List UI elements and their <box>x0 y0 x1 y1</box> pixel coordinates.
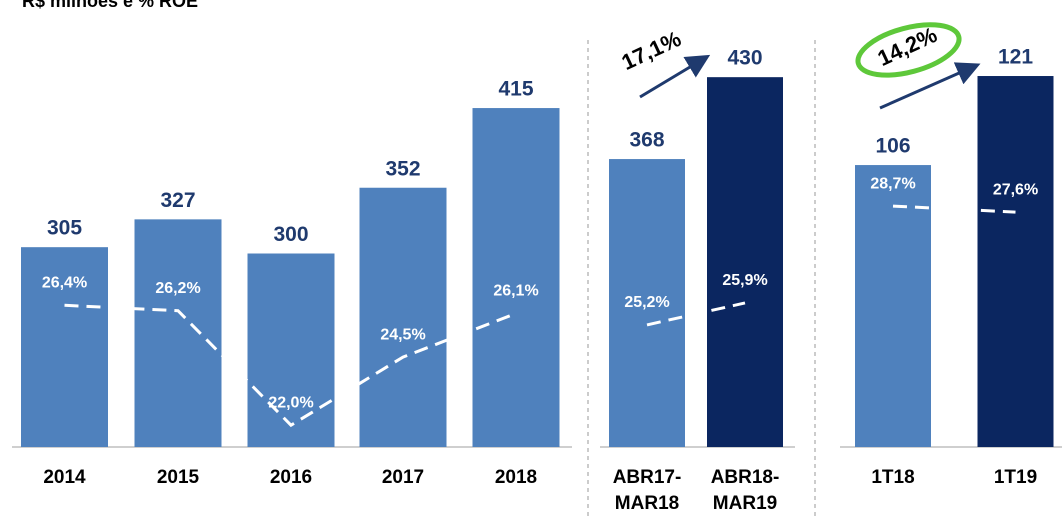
value-label: 327 <box>160 189 195 212</box>
value-label: 300 <box>273 223 308 246</box>
roe-label: 28,7% <box>870 175 915 192</box>
x-tick-label: 1T19 <box>993 467 1038 488</box>
bar <box>855 165 931 447</box>
growth-annotation: 17,1% <box>618 26 685 75</box>
bar <box>977 76 1054 448</box>
bar <box>134 219 222 447</box>
bar <box>609 159 685 447</box>
arrow <box>879 62 981 110</box>
value-label: 121 <box>998 46 1033 69</box>
roe-label: 26,4% <box>42 275 87 292</box>
roe-label: 25,9% <box>722 272 767 289</box>
x-tick-label: 2014 <box>43 467 86 488</box>
arrow <box>639 54 711 99</box>
x-tick-label: ABR18-MAR19 <box>710 467 780 514</box>
roe-label: 27,6% <box>993 181 1038 198</box>
chart-title: R$ milhões e % ROE <box>22 0 198 11</box>
value-label: 106 <box>875 135 910 158</box>
x-tick-label: 1T18 <box>871 467 915 488</box>
value-label: 430 <box>727 47 762 70</box>
x-tick-label: 2015 <box>156 467 200 488</box>
roe-label: 24,5% <box>380 326 425 343</box>
x-tick-label: 2017 <box>381 467 425 488</box>
roe-label: 26,2% <box>155 280 200 297</box>
bar <box>247 253 335 447</box>
roe-label: 22,0% <box>268 394 313 411</box>
x-tick-label: ABR17-MAR18 <box>612 467 682 514</box>
highlight <box>855 22 962 78</box>
x-tick-label: 2016 <box>269 467 313 488</box>
value-label: 415 <box>498 78 533 101</box>
roe-label: 26,1% <box>493 283 538 300</box>
bar <box>21 247 108 447</box>
roe-line <box>646 301 746 327</box>
bar <box>707 77 783 447</box>
bar <box>472 108 560 447</box>
value-label: 352 <box>385 157 420 180</box>
bar <box>359 187 447 447</box>
roe-line <box>64 303 517 428</box>
value-label: 305 <box>47 217 82 240</box>
roe-label: 25,2% <box>624 294 669 311</box>
value-label: 368 <box>629 129 664 152</box>
x-tick-label: 2018 <box>494 467 538 488</box>
